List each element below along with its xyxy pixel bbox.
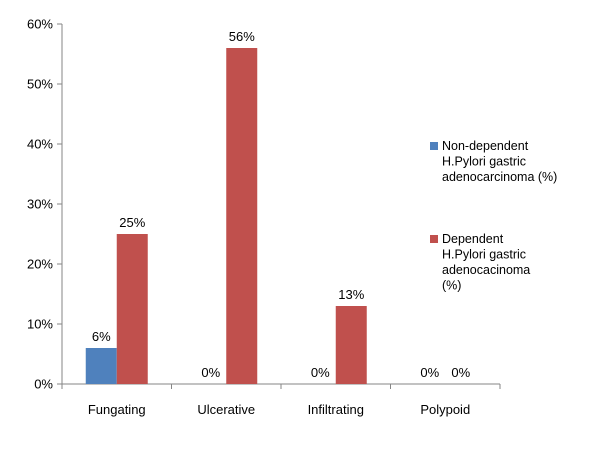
- bar-series-1: [85, 348, 117, 384]
- legend-label: Dependent: [442, 232, 504, 246]
- data-label: 0%: [451, 365, 470, 380]
- legend-label: H.Pylori gastric: [442, 248, 526, 262]
- legend-label: (%): [442, 279, 461, 293]
- chart-axes: 0% 10% 20% 30% 40% 50% 60% Fungating Ulcerative I…: [27, 17, 501, 417]
- x-category-label: Fungating: [88, 402, 146, 417]
- data-label: 13%: [338, 287, 364, 302]
- y-tick-label: 10%: [27, 317, 53, 332]
- data-label: 6%: [92, 329, 111, 344]
- data-label: 56%: [229, 29, 255, 44]
- y-tick-label: 20%: [27, 257, 53, 272]
- legend-label: H.Pylori gastric: [442, 155, 526, 169]
- chart-bars: [85, 48, 367, 384]
- data-label: 0%: [311, 365, 330, 380]
- y-tick-label: 0%: [34, 377, 53, 392]
- x-category-label: Polypoid: [420, 402, 470, 417]
- legend-label: adenocacinoma: [442, 263, 530, 277]
- legend-swatch: [430, 142, 438, 150]
- y-tick-label: 30%: [27, 197, 53, 212]
- bar-series-2: [335, 306, 367, 384]
- x-category-label: Infiltrating: [308, 402, 364, 417]
- legend-swatch: [430, 235, 438, 243]
- bar-series-2: [116, 234, 148, 384]
- y-tick-label: 50%: [27, 77, 53, 92]
- data-label: 25%: [119, 215, 145, 230]
- legend-label: adenocarcinoma (%): [442, 170, 557, 184]
- y-tick-label: 60%: [27, 17, 53, 32]
- data-label: 0%: [420, 365, 439, 380]
- bar-series-2: [226, 48, 258, 384]
- chart-data-labels: 6% 0% 0% 0% 25% 56% 13% 0%: [92, 29, 471, 380]
- x-category-label: Ulcerative: [197, 402, 255, 417]
- legend-label: Non-dependent: [442, 139, 529, 153]
- y-tick-label: 40%: [27, 137, 53, 152]
- data-label: 0%: [201, 365, 220, 380]
